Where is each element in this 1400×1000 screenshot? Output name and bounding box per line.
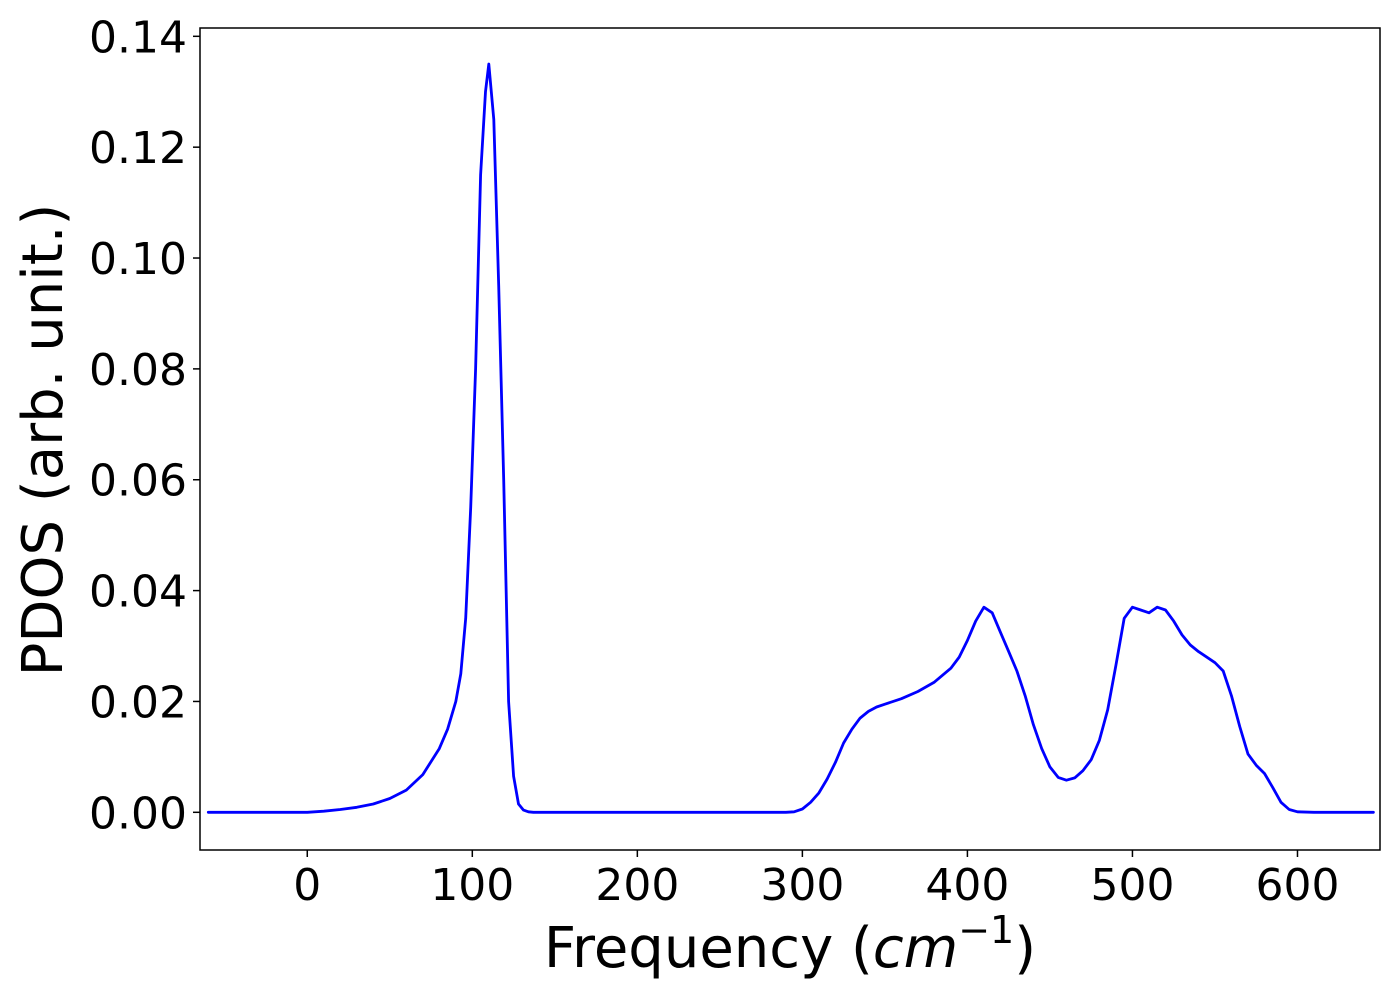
series-layer (206, 62, 1375, 814)
x-tick-label: 400 (925, 860, 1009, 911)
y-tick-label: 0.00 (89, 788, 187, 839)
plot-area-frame (199, 27, 1381, 851)
y-tick-label: 0.06 (89, 456, 187, 507)
x-tick-label: 200 (595, 860, 679, 911)
x-axis-title-suffix: ) (1014, 916, 1036, 981)
x-tick-label: 500 (1090, 860, 1174, 911)
y-tick-label: 0.12 (89, 123, 187, 174)
x-axis-title: Frequency (cm−1) (544, 908, 1036, 981)
y-axis-title: PDOS (arb. unit.) (11, 204, 76, 677)
x-axis: 0 100 200 300 400 500 600 (293, 850, 1339, 911)
y-tick-label: 0.14 (89, 12, 187, 63)
y-tick-label: 0.02 (89, 677, 187, 728)
y-tick-label: 0.08 (89, 345, 187, 396)
x-axis-title-prefix: Frequency ( (544, 916, 873, 981)
x-axis-title-exponent: −1 (958, 908, 1014, 952)
x-tick-label: 0 (293, 860, 321, 911)
y-tick-label: 0.04 (89, 567, 187, 618)
x-tick-label: 300 (760, 860, 844, 911)
y-axis: 0.00 0.02 0.04 0.06 0.08 0.10 0.12 0.14 (89, 12, 200, 839)
pdos-series-line (206, 62, 1375, 814)
x-axis-title-unit: cm (873, 916, 958, 981)
y-tick-label: 0.10 (89, 234, 187, 285)
x-tick-label: 600 (1255, 860, 1339, 911)
x-tick-label: 100 (430, 860, 514, 911)
